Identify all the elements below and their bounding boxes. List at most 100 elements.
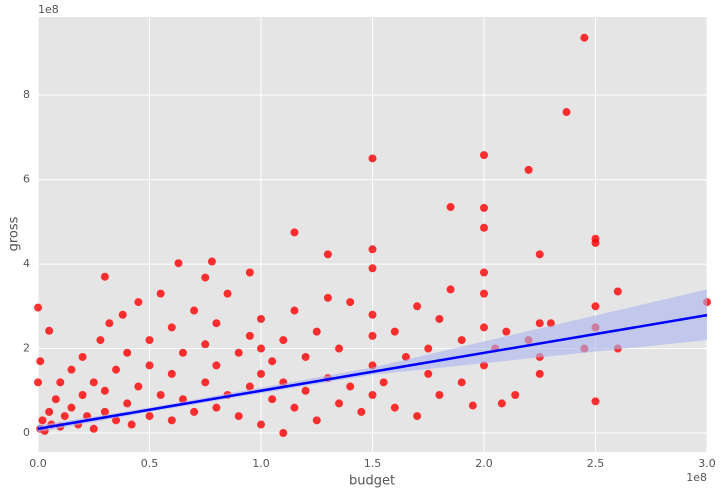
- point: [223, 289, 232, 298]
- point: [100, 407, 109, 416]
- point: [401, 352, 410, 361]
- point: [212, 403, 221, 412]
- point: [390, 403, 399, 412]
- point: [174, 259, 183, 268]
- point: [112, 365, 121, 374]
- point: [201, 378, 210, 387]
- point: [446, 203, 455, 212]
- point: [268, 395, 277, 404]
- point: [346, 298, 355, 307]
- point: [118, 310, 127, 319]
- point: [290, 306, 299, 315]
- point: [67, 403, 76, 412]
- point: [207, 257, 216, 266]
- point: [201, 273, 210, 282]
- point: [413, 302, 422, 311]
- y-tick-label: 0: [23, 426, 30, 439]
- point: [535, 369, 544, 378]
- point: [580, 33, 589, 42]
- point: [379, 378, 388, 387]
- point: [480, 361, 488, 370]
- point: [38, 416, 47, 425]
- point: [480, 323, 488, 332]
- point: [257, 369, 265, 378]
- point: [100, 386, 109, 395]
- point: [56, 378, 65, 387]
- y-tick-label: 6: [23, 173, 30, 186]
- point: [178, 348, 187, 357]
- point: [100, 272, 109, 281]
- point: [36, 357, 45, 366]
- point: [591, 397, 600, 406]
- point: [323, 293, 332, 302]
- point: [511, 390, 520, 399]
- point: [234, 412, 243, 421]
- y-tick-label: 4: [23, 257, 30, 270]
- point: [145, 361, 154, 370]
- point: [435, 390, 444, 399]
- point: [413, 412, 422, 421]
- point: [335, 344, 344, 353]
- point: [480, 268, 488, 277]
- point: [368, 154, 377, 163]
- point: [290, 403, 299, 412]
- point: [257, 314, 265, 323]
- point: [279, 336, 288, 345]
- x-tick-label: 1.0: [252, 457, 270, 470]
- point: [123, 399, 132, 408]
- point: [178, 395, 187, 404]
- y-tick-label: 8: [23, 88, 30, 101]
- point: [323, 250, 332, 259]
- point: [201, 340, 210, 349]
- point: [301, 352, 310, 361]
- point: [357, 407, 366, 416]
- point: [591, 238, 600, 247]
- point: [457, 336, 466, 345]
- point: [368, 390, 377, 399]
- point: [546, 319, 555, 328]
- point: [134, 298, 143, 307]
- point: [346, 382, 355, 391]
- x-offset-label: 1e8: [686, 471, 707, 484]
- point: [446, 285, 455, 294]
- point: [497, 399, 506, 408]
- point: [245, 268, 254, 277]
- point: [312, 327, 321, 336]
- point: [368, 264, 377, 273]
- point: [167, 416, 176, 425]
- point: [78, 352, 87, 361]
- point: [212, 319, 221, 328]
- point: [134, 382, 143, 391]
- point: [480, 289, 488, 298]
- x-tick-label: 1.5: [364, 457, 382, 470]
- point: [480, 223, 488, 232]
- point: [613, 287, 622, 296]
- point: [234, 348, 243, 357]
- point: [78, 390, 87, 399]
- point: [257, 344, 265, 353]
- x-tick-label: 2.0: [475, 457, 493, 470]
- point: [290, 228, 299, 237]
- point: [468, 401, 477, 410]
- point: [60, 412, 69, 421]
- point: [268, 357, 277, 366]
- point: [34, 378, 42, 387]
- x-tick-label: 3.0: [698, 457, 716, 470]
- y-offset-label: 1e8: [38, 3, 59, 16]
- point: [435, 314, 444, 323]
- point: [424, 344, 433, 353]
- x-axis-label: budget: [349, 474, 395, 489]
- x-tick-label: 0.0: [29, 457, 47, 470]
- point: [562, 108, 571, 117]
- point: [257, 420, 265, 429]
- point: [51, 395, 60, 404]
- point: [45, 326, 54, 335]
- point: [89, 424, 98, 433]
- point: [535, 250, 544, 259]
- point: [167, 369, 176, 378]
- point: [368, 245, 377, 254]
- y-tick-label: 2: [23, 342, 30, 355]
- point: [390, 327, 399, 336]
